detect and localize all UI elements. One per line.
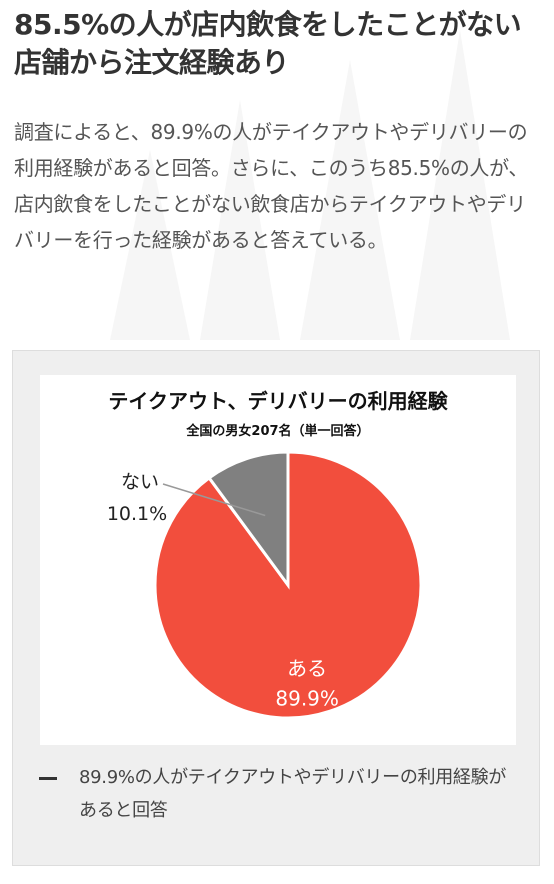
pie-value-nai: 10.1% [107,503,167,525]
article-headline: 85.5%の人が店内飲食をしたことがない店舗から注文経験あり [14,8,522,79]
pie-value-aru: 89.9% [275,686,339,710]
pie-label-aru: ある [287,656,327,680]
pie-chart: テイクアウト、デリバリーの利用経験 全国の男女207名（単一回答） ある 89.9… [40,375,516,745]
chart-subtitle: 全国の男女207名（単一回答） [185,423,369,439]
pie-label-nai: ない [121,471,159,493]
chart-title: テイクアウト、デリバリーの利用経験 [108,389,448,413]
pie-slice-nai [207,450,290,590]
caption-text: 89.9%の人がテイクアウトやデリバリーの利用経験があると回答 [79,767,507,821]
caption-bullet-icon [39,777,57,780]
figure-caption: 89.9%の人がテイクアウトやデリバリーの利用経験があると回答 [39,761,519,827]
article-body: 調査によると、89.9%の人がテイクアウトやデリバリーの利用経験があると回答。さ… [14,120,529,252]
pie-leader-line [162,483,266,517]
figure-card: テイクアウト、デリバリーの利用経験 全国の男女207名（単一回答） ある 89.9… [12,350,540,866]
